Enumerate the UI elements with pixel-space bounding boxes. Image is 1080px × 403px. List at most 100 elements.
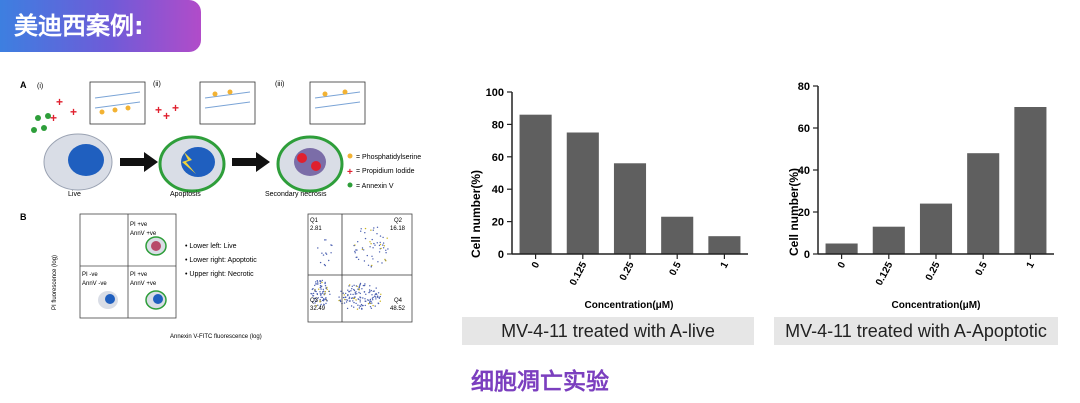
- apoptosis-figure: A (i) (ii) (iii) + + + + + +: [20, 72, 440, 342]
- cell-label-necrosis: Secondary necrosis: [265, 191, 327, 198]
- lipid-bilayer: [94, 91, 361, 109]
- annexin-icon: [31, 127, 37, 133]
- flow-events: [310, 226, 389, 310]
- chart-apoptotic-bars: [825, 107, 1047, 254]
- chart-apoptotic-x-tick-label: 0.125: [874, 260, 896, 288]
- chart-apoptotic-x-tick-label: 0.25: [924, 260, 943, 283]
- chart-apoptotic-x-tick-label: 1: [1025, 260, 1038, 270]
- footer-title: 细胞凋亡实验: [471, 369, 609, 395]
- annexin-icon: [35, 115, 41, 121]
- panel-a-letter: A: [20, 80, 27, 90]
- chart-apoptotic-x-tick-label: 0.5: [974, 260, 990, 278]
- flow-q1-label: Q1: [310, 218, 319, 224]
- chart-live-y-tick-label: 40: [492, 184, 504, 196]
- pi-icon: +: [56, 95, 63, 109]
- chart-live-x-tick-label: 0.25: [618, 260, 637, 283]
- chart-live-y-ticks: 0 20 40 60 80 100: [486, 87, 512, 261]
- quadrant-note-necrotic: • Upper right: Necrotic: [185, 271, 254, 278]
- chart-live-y-tick-label: 100: [486, 87, 504, 99]
- chart-live-bars: [519, 114, 741, 255]
- quadrant-note-live: • Lower left: Live: [185, 243, 237, 250]
- apoptotic-cell: [158, 135, 226, 193]
- chart-live-caption: MV-4-11 treated with A-live: [462, 317, 754, 345]
- chart-apoptotic-y-ticks: 0 20 40 60 80: [798, 81, 818, 261]
- annexin-icon: [45, 113, 51, 119]
- apoptosis-figure-svg: A (i) (ii) (iii) + + + + + +: [20, 80, 421, 340]
- pi-icon: +: [172, 101, 179, 115]
- chart-apoptotic-y-tick-label: 60: [798, 123, 810, 135]
- chart-live-y-tick-label: 80: [492, 119, 504, 131]
- panel-b-letter: B: [20, 212, 27, 222]
- chart-apoptotic-bar: [872, 226, 905, 254]
- lightning-icon: [182, 152, 196, 174]
- chart-apoptotic-y-tick-label: 80: [798, 81, 810, 93]
- chart-live-x-tick-label: 0: [530, 260, 543, 270]
- chart-apoptotic-y-label: Cell number(%): [787, 168, 801, 256]
- chart-apoptotic-x-tick-label: 0: [836, 260, 849, 270]
- flow-q4-value: 48.52: [390, 306, 406, 312]
- cell-label-apoptosis: Apoptosis: [170, 191, 201, 198]
- live-cell: [43, 133, 113, 191]
- pi-icon: +: [70, 105, 77, 119]
- membrane-zoom-2: [199, 81, 256, 125]
- chart-live-y-tick-label: 0: [498, 249, 504, 261]
- flow-q3-value: 32.49: [310, 306, 326, 312]
- legend-propidium-iodide: = Propidium Iodide: [356, 168, 415, 175]
- flow-q1-value: 2.81: [310, 226, 322, 232]
- chart-live: Cell number(%) 0 20 40 60 80 100 0 0.125 0.25 0.…: [458, 78, 758, 314]
- stage-label-1: (i): [37, 83, 43, 90]
- quadrant-label-ur-annv: AnnV +ve: [130, 231, 157, 237]
- page-title: 美迪西案例:: [0, 0, 201, 52]
- phosphatidylserine-icon: [347, 153, 353, 159]
- legend-annexin-v: = Annexin V: [356, 183, 394, 190]
- membrane-zoom-1: [89, 81, 146, 125]
- annexin-icon: [41, 125, 47, 131]
- quadrant-label-lr-pi: PI +ve: [130, 272, 148, 278]
- chart-apoptotic-y-tick-label: 20: [798, 207, 810, 219]
- chart-apoptotic-y-tick-label: 0: [804, 249, 810, 261]
- flow-q2-value: 16.18: [390, 226, 406, 232]
- quadrant-label-ll-annv: AnnV -ve: [82, 281, 107, 287]
- flow-q3-label: Q3: [310, 298, 319, 304]
- chart-live-y-tick-label: 60: [492, 152, 504, 164]
- chart-live-svg: Cell number(%) 0 20 40 60 80 100 0 0.125 0.25 0.…: [469, 87, 748, 311]
- pi-markers: + + + + + +: [50, 95, 179, 125]
- chart-apoptotic-y-tick-label: 40: [798, 165, 810, 177]
- panel-b-x-label: Annexin V-FITC fluorescence (log): [170, 334, 262, 340]
- chart-live-y-label: Cell number(%): [469, 170, 483, 258]
- chart-apoptotic-bar: [967, 153, 1000, 254]
- arrow-icon: [120, 152, 158, 172]
- flow-q4-label: Q4: [394, 298, 403, 304]
- chart-live-x-tick-label: 0.125: [568, 260, 590, 288]
- annexin-markers: [31, 113, 51, 133]
- chart-live-x-label: Concentration(μM): [585, 300, 674, 311]
- flow-plot: [307, 213, 413, 323]
- stage-label-2: (ii): [153, 81, 161, 88]
- chart-live-y-tick-label: 20: [492, 217, 504, 229]
- chart-apoptotic-x-ticks: 0 0.125 0.25 0.5 1: [836, 254, 1037, 288]
- pi-icon: +: [50, 111, 57, 125]
- pi-icon: +: [347, 167, 353, 178]
- chart-live-x-tick-label: 1: [719, 260, 732, 270]
- membrane-zoom-3: [309, 81, 366, 125]
- stage-label-3: (iii): [275, 81, 284, 88]
- chart-live-bar: [708, 236, 741, 254]
- chart-live-bar: [566, 132, 599, 254]
- chart-live-bar: [613, 163, 647, 254]
- quadrant-note-apoptotic: • Lower right: Apoptotic: [185, 257, 257, 264]
- chart-live-bar: [661, 216, 694, 254]
- cell-label-live: Live: [68, 191, 81, 198]
- arrow-icon: [232, 152, 270, 172]
- quadrant-label-ll-pi: PI -ve: [82, 272, 98, 278]
- annexin-icon: [347, 182, 353, 188]
- flow-q2-label: Q2: [394, 218, 403, 224]
- chart-apoptotic-caption: MV-4-11 treated with A-Apoptotic: [774, 317, 1058, 345]
- chart-apoptotic: Cell number(%) 0 20 40 60 80 0 0.125 0.25 0.5 1 …: [776, 78, 1076, 314]
- pi-icon: +: [163, 109, 170, 123]
- panel-b-y-label: PI fluorescence (log): [52, 255, 58, 310]
- legend-phosphatidylserine: = Phosphatidylserine: [356, 154, 421, 161]
- phosphatidylserine-markers: [99, 89, 348, 115]
- chart-apoptotic-bar: [1014, 107, 1047, 254]
- chart-live-x-ticks: 0 0.125 0.25 0.5 1: [530, 254, 731, 288]
